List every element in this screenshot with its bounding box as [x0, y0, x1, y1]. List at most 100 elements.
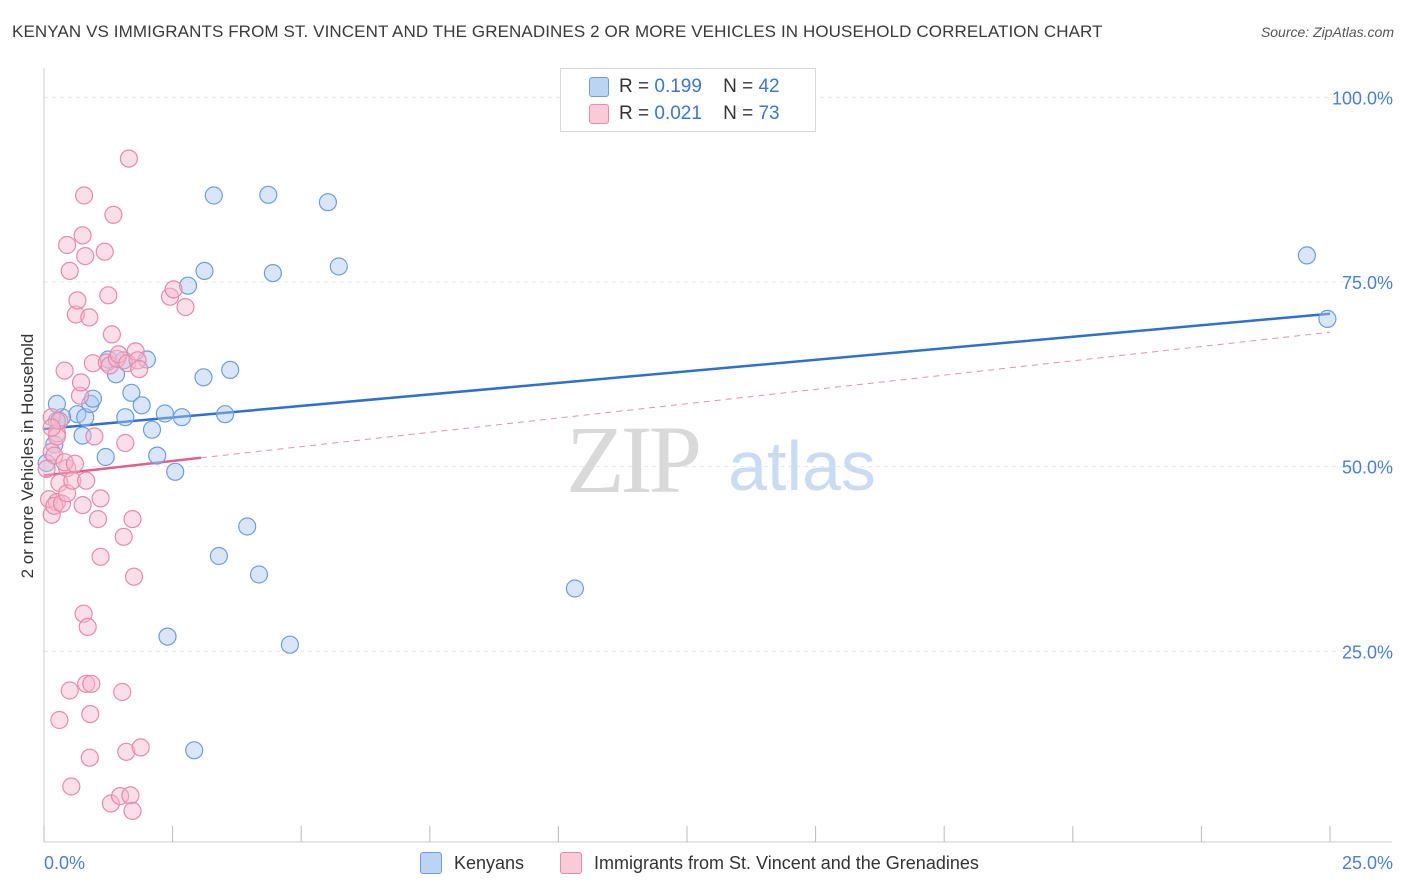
n-value-immigrants: 73: [758, 103, 780, 124]
y-tick-label: 50.0%: [1342, 458, 1393, 478]
data-point-immigrants: [164, 280, 183, 299]
n-label: N =: [723, 76, 754, 97]
grid-lines: [44, 96, 1392, 652]
data-point-immigrants: [42, 418, 61, 437]
data-point-immigrants: [130, 360, 149, 379]
data-point-immigrants: [91, 489, 110, 508]
data-point-immigrants: [85, 427, 104, 446]
data-point-immigrants: [65, 454, 85, 473]
data-point-immigrants: [62, 777, 81, 796]
n-value-kenyans: 42: [758, 76, 780, 97]
data-point-kenyans: [155, 404, 174, 423]
data-point-immigrants: [52, 494, 72, 513]
data-point-immigrants: [81, 704, 100, 724]
data-point-kenyans: [249, 565, 269, 584]
data-point-immigrants: [99, 286, 118, 305]
data-point-immigrants: [110, 786, 130, 806]
data-point-immigrants: [114, 527, 133, 546]
data-point-kenyans: [204, 186, 223, 205]
data-point-kenyans: [194, 368, 213, 387]
data-point-immigrants: [119, 149, 138, 168]
data-point-kenyans: [259, 185, 278, 204]
y-tick-label: 100.0%: [1332, 88, 1393, 108]
legend-swatch-pink: [560, 852, 582, 874]
legend-swatch-blue: [589, 77, 609, 97]
data-point-immigrants: [113, 682, 132, 702]
watermark-zip: ZIP: [566, 406, 699, 513]
data-point-immigrants: [82, 674, 101, 693]
data-point-immigrants: [60, 261, 79, 280]
chart-title: KENYAN VS IMMIGRANTS FROM ST. VINCENT AN…: [12, 22, 1103, 41]
data-point-immigrants: [91, 547, 110, 566]
data-point-immigrants: [80, 308, 99, 327]
legend-swatch-pink: [589, 104, 609, 124]
data-point-immigrants: [104, 205, 123, 224]
r-label: R =: [619, 76, 650, 97]
data-point-kenyans: [280, 635, 299, 654]
axes: [43, 68, 1392, 843]
data-points: [37, 149, 1337, 821]
data-point-immigrants: [101, 794, 121, 813]
data-point-immigrants: [126, 342, 145, 361]
data-point-kenyans: [263, 264, 282, 283]
data-point-kenyans: [185, 741, 204, 760]
data-point-kenyans: [1297, 246, 1317, 265]
data-point-kenyans: [96, 447, 115, 467]
data-point-immigrants: [88, 509, 108, 529]
watermark: ZIP atlas: [566, 406, 876, 513]
correlation-legend: R = 0.199 N = 42 R = 0.021 N = 73: [560, 68, 816, 132]
data-point-kenyans: [172, 408, 191, 427]
data-point-immigrants: [55, 361, 74, 380]
data-point-kenyans: [565, 579, 585, 598]
r-value-kenyans: 0.199: [654, 76, 702, 97]
data-point-immigrants: [80, 748, 99, 767]
x-tick-label: 25.0%: [1342, 853, 1393, 873]
data-point-immigrants: [66, 305, 86, 324]
data-point-immigrants: [102, 325, 122, 344]
y-tick-label: 25.0%: [1342, 642, 1393, 662]
tick-labels: 25.0% 50.0% 75.0% 100.0% 0.0% 25.0%: [44, 88, 1393, 873]
data-point-kenyans: [142, 420, 162, 439]
data-point-kenyans: [166, 462, 185, 481]
data-point-immigrants: [95, 242, 114, 261]
data-point-immigrants: [57, 235, 77, 255]
data-point-immigrants: [124, 567, 144, 586]
n-label: N =: [723, 103, 754, 124]
data-point-kenyans: [37, 453, 56, 473]
data-point-immigrants: [77, 471, 96, 490]
data-point-immigrants: [60, 681, 79, 700]
data-point-kenyans: [148, 446, 167, 465]
data-point-kenyans: [209, 546, 228, 566]
legend-row-text: R = 0.199 N = 42: [619, 76, 780, 98]
data-point-immigrants: [74, 186, 94, 205]
legend-label-kenyans: Kenyans: [454, 852, 525, 873]
data-point-kenyans: [132, 396, 151, 415]
data-point-immigrants: [71, 373, 91, 392]
source-label: Source: ZipAtlas.com: [1260, 24, 1394, 40]
data-point-immigrants: [123, 509, 142, 529]
y-axis-label: 2 or more Vehicles in Household: [18, 333, 37, 579]
data-point-immigrants: [70, 386, 90, 405]
r-value-immigrants: 0.021: [654, 103, 702, 124]
data-point-kenyans: [238, 517, 257, 536]
data-point-immigrants: [50, 710, 69, 730]
data-point-immigrants: [121, 786, 140, 805]
data-point-immigrants: [78, 617, 97, 637]
data-point-immigrants: [176, 298, 195, 317]
data-point-immigrants: [47, 427, 67, 446]
series-legend: Kenyans Immigrants from St. Vincent and …: [0, 852, 1406, 878]
legend-label-immigrants: Immigrants from St. Vincent and the Gren…: [594, 852, 979, 873]
data-point-immigrants: [117, 742, 136, 761]
y-tick-label: 75.0%: [1342, 273, 1393, 293]
trend-line-extension: [200, 331, 1331, 459]
r-label: R =: [619, 103, 650, 124]
data-point-immigrants: [76, 247, 95, 266]
data-point-kenyans: [178, 276, 198, 295]
data-point-kenyans: [216, 405, 235, 424]
data-point-kenyans: [329, 257, 348, 276]
data-point-immigrants: [73, 226, 92, 245]
data-point-immigrants: [131, 738, 150, 757]
data-point-immigrants: [123, 801, 142, 821]
data-point-kenyans: [116, 408, 135, 427]
